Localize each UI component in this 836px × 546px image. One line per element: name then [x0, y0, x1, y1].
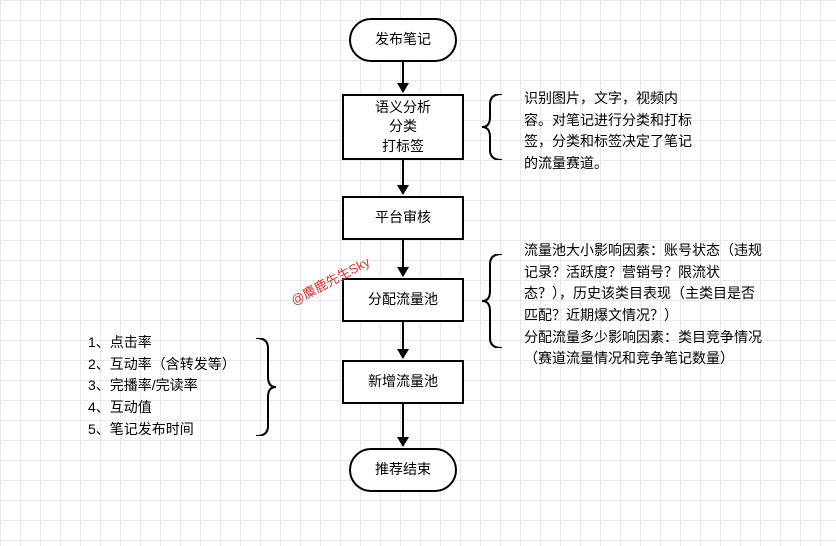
- node-analyze: 语义分析 分类 打标签: [342, 94, 464, 160]
- annotation-analyze_note: 识别图片，文字，视频内 容。对笔记进行分类和打标 签，分类和标签决定了笔记 的流…: [524, 88, 692, 175]
- node-label: 发布笔记: [375, 30, 431, 50]
- arrow-analyze-review: [402, 160, 404, 194]
- node-start: 发布笔记: [349, 18, 457, 62]
- node-label: 分配流量池: [368, 290, 438, 310]
- node-label: 新增流量池: [368, 372, 438, 392]
- brace-add_note: [256, 338, 278, 436]
- node-add: 新增流量池: [342, 360, 464, 404]
- annotation-add_note: 1、点击率 2、互动率（含转发等） 3、完播率/完读率 4、互动值 5、笔记发布…: [88, 332, 236, 440]
- node-label: 平台审核: [375, 208, 431, 228]
- diagram-canvas: 发布笔记语义分析 分类 打标签平台审核分配流量池新增流量池推荐结束 识别图片，文字…: [0, 0, 836, 546]
- arrow-review-alloc: [402, 240, 404, 276]
- arrow-alloc-add: [402, 322, 404, 358]
- node-alloc: 分配流量池: [342, 278, 464, 322]
- node-end: 推荐结束: [349, 448, 457, 492]
- brace-analyze_note: [482, 94, 504, 160]
- arrow-add-end: [402, 404, 404, 446]
- brace-alloc_note: [482, 254, 504, 348]
- annotation-alloc_note: 流量池大小影响因素：账号状态（违规 记录？活跃度？营销号？限流状 态？），历史该…: [524, 240, 762, 370]
- node-label: 语义分析 分类 打标签: [375, 98, 431, 157]
- node-label: 推荐结束: [375, 460, 431, 480]
- node-review: 平台审核: [342, 196, 464, 240]
- arrow-start-analyze: [402, 62, 404, 92]
